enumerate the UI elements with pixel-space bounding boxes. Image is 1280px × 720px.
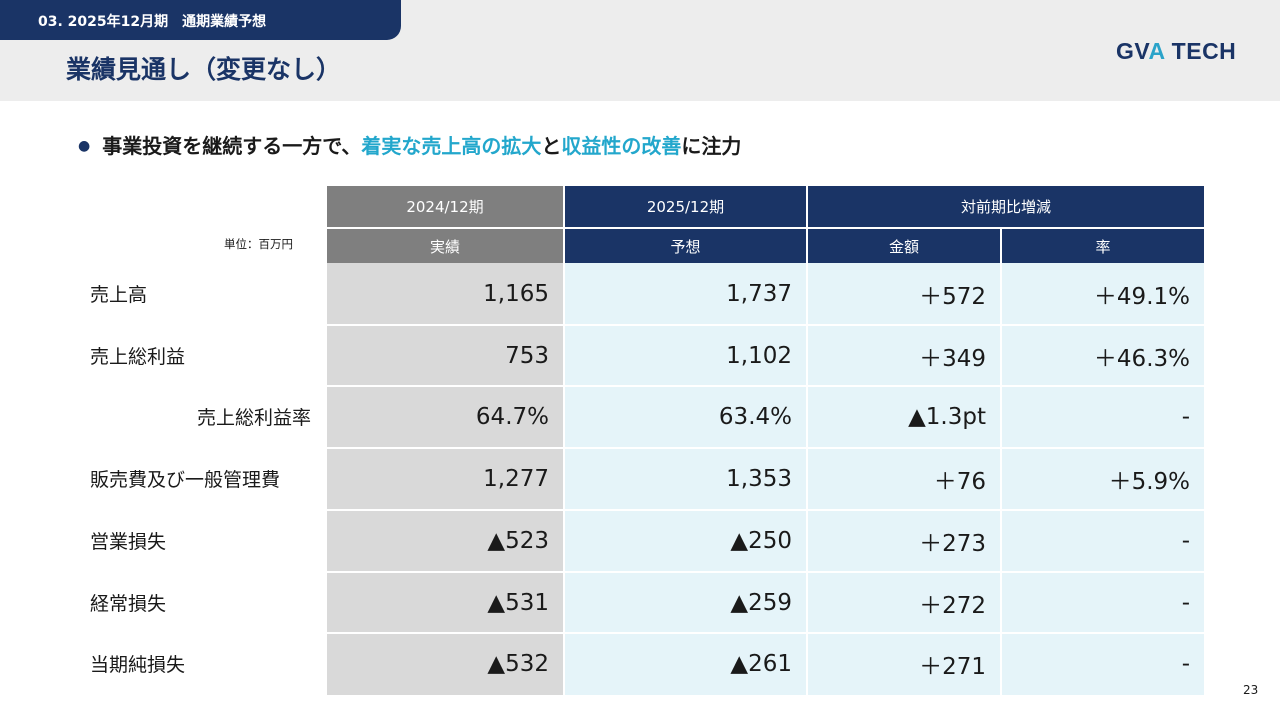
- logo-text-main: GV: [1116, 38, 1149, 64]
- row-label: 売上高: [90, 284, 148, 306]
- row-divider: [74, 571, 1204, 573]
- headline: ● 事業投資を継続する一方で、着実な売上高の拡大と収益性の改善に注力: [78, 130, 741, 159]
- cell-amount: ＋76: [933, 468, 986, 495]
- actual-column-bg: [327, 263, 563, 695]
- cell-actual: ▲532: [487, 650, 549, 677]
- cell-amount: ＋273: [919, 530, 986, 557]
- logo-text-accent: A: [1148, 38, 1165, 64]
- headline-highlight-2: 収益性の改善: [561, 134, 682, 158]
- headline-highlight-1: 着実な売上高の拡大: [361, 134, 542, 158]
- header-prev-period: 2024/12期: [327, 186, 563, 227]
- row-divider: [74, 324, 1204, 326]
- header-amount: 金額: [808, 229, 1000, 263]
- header-actual: 実績: [327, 229, 563, 263]
- cell-forecast: ▲259: [730, 589, 792, 616]
- headline-part-1: 事業投資を継続する一方で、: [102, 134, 362, 158]
- header-forecast-period: 2025/12期: [565, 186, 806, 227]
- cell-rate: -: [1181, 589, 1190, 616]
- header-change: 対前期比増減: [808, 186, 1204, 227]
- cell-amount: ＋272: [919, 592, 986, 619]
- section-tab: 03. 2025年12月期 通期業績予想: [0, 0, 401, 40]
- company-logo: GVA TECH: [1116, 38, 1236, 65]
- cell-amount: ＋572: [919, 283, 986, 310]
- row-divider: [74, 632, 1204, 634]
- row-divider: [74, 447, 1204, 449]
- cell-forecast: ▲250: [730, 527, 792, 554]
- row-divider: [74, 385, 1204, 387]
- cell-rate: ＋5.9%: [1108, 468, 1190, 495]
- cell-forecast: 63.4%: [718, 403, 792, 430]
- column-divider: [806, 263, 808, 695]
- cell-forecast: ▲261: [730, 650, 792, 677]
- cell-actual: ▲531: [487, 589, 549, 616]
- headline-part-2: と: [541, 134, 562, 158]
- cell-rate: ＋46.3%: [1093, 345, 1190, 372]
- forecast-columns-bg: [565, 263, 1204, 695]
- cell-actual: 1,165: [483, 280, 549, 307]
- cell-amount: ▲1.3pt: [908, 403, 986, 430]
- cell-rate: -: [1181, 527, 1190, 554]
- cell-actual: 1,277: [483, 465, 549, 492]
- unit-label: 単位：百万円: [224, 237, 293, 251]
- cell-rate: ＋49.1%: [1093, 283, 1190, 310]
- row-label: 売上総利益: [90, 346, 186, 368]
- header-rate: 率: [1002, 229, 1204, 263]
- logo-text-rest: TECH: [1164, 38, 1237, 64]
- cell-actual: 64.7%: [475, 403, 549, 430]
- cell-rate: -: [1181, 650, 1190, 677]
- row-label: 営業損失: [90, 531, 167, 553]
- cell-actual: 753: [505, 342, 549, 369]
- cell-actual: ▲523: [487, 527, 549, 554]
- header-forecast: 予想: [565, 229, 806, 263]
- cell-amount: ＋271: [919, 653, 986, 680]
- cell-forecast: 1,737: [726, 280, 792, 307]
- cell-amount: ＋349: [919, 345, 986, 372]
- cell-rate: -: [1181, 403, 1190, 430]
- row-label: 販売費及び一般管理費: [90, 469, 281, 491]
- page-title: 業績見通し（変更なし）: [66, 55, 342, 84]
- column-divider: [1000, 263, 1002, 695]
- row-label: 売上総利益率: [196, 407, 311, 429]
- cell-forecast: 1,353: [726, 465, 792, 492]
- cell-forecast: 1,102: [726, 342, 792, 369]
- page-number: 23: [1243, 683, 1259, 697]
- bullet-icon: ●: [78, 138, 91, 154]
- headline-part-3: に注力: [681, 134, 742, 158]
- row-divider: [74, 509, 1204, 511]
- row-label: 経常損失: [90, 593, 167, 615]
- row-label: 当期純損失: [90, 654, 186, 676]
